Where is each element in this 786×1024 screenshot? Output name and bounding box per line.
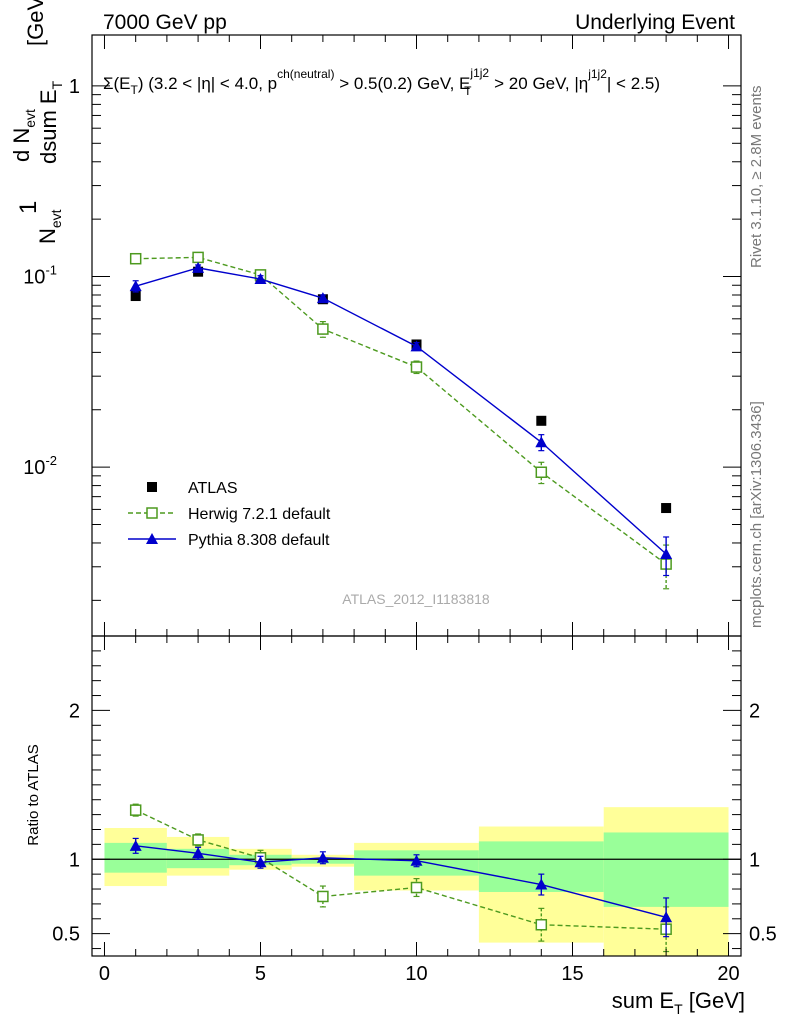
ratio-ylabel: Ratio to ATLAS xyxy=(25,744,42,845)
legend-label-2: Pythia 8.308 default xyxy=(188,532,330,549)
main-series-1-point-3 xyxy=(317,323,329,335)
header-right: Underlying Event xyxy=(575,11,735,34)
ratio-series-1-point-4 xyxy=(410,854,423,866)
svg-text:d Nevt: d Nevt xyxy=(9,109,38,162)
mcplots-label: mcplots.cern.ch [arXiv:1306.3436] xyxy=(748,401,765,628)
ratio-series-0-point-4 xyxy=(410,881,423,894)
ytick-ratio-label-right-0: 0.5 xyxy=(749,924,777,946)
xtick-label-1: 5 xyxy=(255,963,266,985)
legend-label-1: Herwig 7.2.1 default xyxy=(188,506,331,523)
main-series-1-point-1 xyxy=(192,251,204,264)
ytick-ratio-label-left-1: 1 xyxy=(69,849,80,871)
ytick-main-label-1: 10-1 xyxy=(23,263,57,289)
ratio-series-1-point-2 xyxy=(254,856,267,868)
ratio-series-1-point-5 xyxy=(535,878,548,890)
main-series-group xyxy=(129,251,673,590)
main-series-1-point-5 xyxy=(535,466,548,478)
main-ylabel: 1 Nevt d Nevt dsum ET [GeV-1] xyxy=(9,0,65,244)
ytick-main-label-2: 10-2 xyxy=(23,453,57,479)
ratio-series-0-point-5 xyxy=(535,918,548,931)
ytick-main-label-0: 1 xyxy=(69,76,80,98)
legend-marker-2 xyxy=(146,533,158,544)
ratio-series-1-point-6 xyxy=(660,911,673,923)
main-series-2-point-4 xyxy=(410,340,423,352)
x-axis-label: sum ET [GeV] xyxy=(612,988,745,1017)
main-series-0-point-6 xyxy=(661,503,672,514)
main-series-0-point-0 xyxy=(130,291,141,302)
ratio-series-1-point-3 xyxy=(316,851,329,863)
ratio-series-0-point-1 xyxy=(192,834,204,846)
main-series-1-point-0 xyxy=(129,252,142,265)
ratio-series-0-point-3 xyxy=(317,890,329,903)
legend-marker-0 xyxy=(147,482,157,492)
ytick-ratio-label-right-2: 2 xyxy=(749,700,760,722)
svg-text:[GeV-1]: [GeV-1] xyxy=(20,0,48,46)
main-title: Σ(ET) (3.2 < |η| < 4.0, pch(neutral) > 0… xyxy=(103,66,660,98)
legend-marker-1 xyxy=(146,507,158,519)
main-series-2-point-1 xyxy=(192,261,205,273)
ratio-series-group xyxy=(129,803,673,953)
main-series-2-point-2 xyxy=(254,273,267,285)
xtick-label-0: 0 xyxy=(99,963,110,985)
svg-text:1: 1 xyxy=(15,201,42,214)
ytick-ratio-label-left-2: 2 xyxy=(69,700,80,722)
ratio-series-0-point-0 xyxy=(129,804,142,816)
ratio-series-1-point-1 xyxy=(192,847,205,859)
main-series-0-point-5 xyxy=(536,415,547,426)
header-left: 7000 GeV pp xyxy=(103,11,227,34)
svg-text:Nevt: Nevt xyxy=(35,209,64,244)
main-series-2-point-5 xyxy=(535,436,548,448)
svg-text:dsum ET: dsum ET xyxy=(36,80,65,164)
legend: ATLAS Herwig 7.2.1 default Pythia 8.308 de… xyxy=(128,480,331,549)
rivet-label: Rivet 3.1.10, ≥ 2.8M events xyxy=(748,86,765,269)
main-series-1-point-4 xyxy=(410,361,423,373)
band-green-6 xyxy=(603,832,729,907)
main-series-0 xyxy=(130,266,672,514)
main-series-2-point-0 xyxy=(129,280,142,292)
ytick-ratio-label-right-1: 1 xyxy=(749,849,760,871)
main-series-2-point-3 xyxy=(316,292,329,304)
ratio-series-1-point-0 xyxy=(129,839,142,851)
xtick-label-4: 20 xyxy=(717,963,739,985)
ytick-ratio-label-left-0: 0.5 xyxy=(52,924,80,946)
xtick-label-2: 10 xyxy=(405,963,427,985)
main-series-2-point-6 xyxy=(660,548,673,560)
analysis-watermark: ATLAS_2012_I1183818 xyxy=(342,591,490,607)
ratio-series-1 xyxy=(129,837,673,938)
legend-label-0: ATLAS xyxy=(188,480,238,497)
main-series-2 xyxy=(129,261,673,577)
xtick-label-3: 15 xyxy=(561,963,583,985)
axis-ticks: 0 5 10 15 20 1 10-1 10-2 0.5 0.5 1 1 2 2 xyxy=(23,35,777,985)
